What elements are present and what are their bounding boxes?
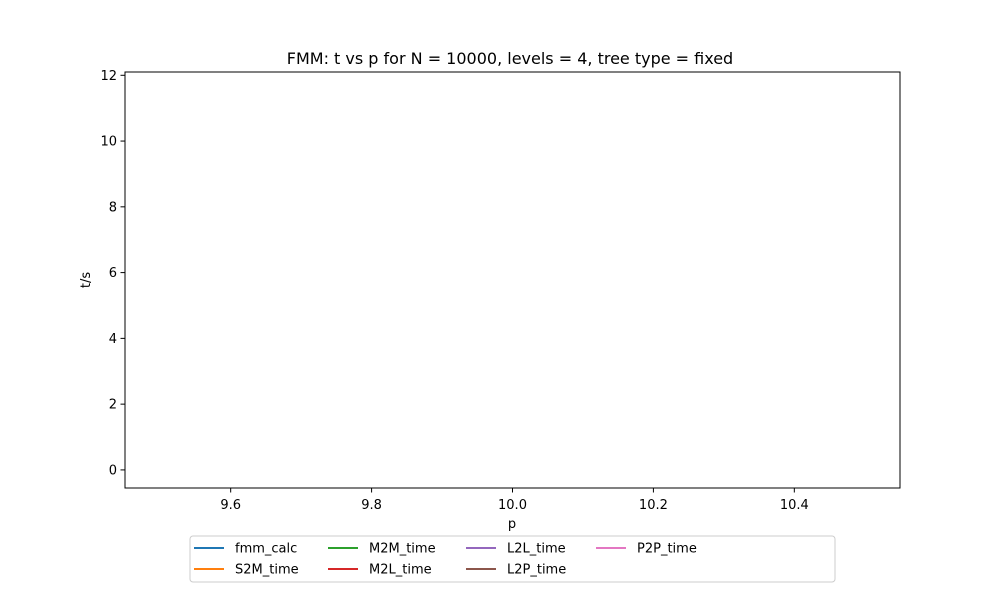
y-axis: 0 2 4 6 8 10 12 <box>100 69 125 478</box>
legend: fmm_calc S2M_time M2M_time M2L_time L2L_time… <box>189 535 836 583</box>
x-tick-label: 10.0 <box>498 498 527 513</box>
y-tick-label: 2 <box>109 398 117 413</box>
x-tick-label: 10.2 <box>639 498 668 513</box>
legend-label: M2M_time <box>369 542 436 557</box>
legend-label: M2L_time <box>369 563 432 578</box>
x-tick-label: 9.8 <box>361 498 382 513</box>
y-tick-label: 0 <box>109 463 117 478</box>
legend-label: fmm_calc <box>235 542 297 557</box>
y-tick-label: 8 <box>109 200 117 215</box>
chart-title: FMM: t vs p for N = 10000, levels = 4, t… <box>287 49 733 68</box>
x-axis-label: p <box>508 517 516 532</box>
legend-label: P2P_time <box>637 542 697 557</box>
y-tick-label: 4 <box>109 332 117 347</box>
y-axis-label: t/s <box>79 272 94 288</box>
plot-area <box>124 71 901 489</box>
x-axis: 9.6 9.8 10.0 10.2 10.4 <box>220 488 809 513</box>
x-tick-label: 9.6 <box>220 498 241 513</box>
y-tick-label: 10 <box>100 135 117 150</box>
x-tick-label: 10.4 <box>780 498 809 513</box>
legend-label: S2M_time <box>235 563 299 578</box>
legend-label: L2P_time <box>507 563 566 578</box>
legend-label: L2L_time <box>507 542 566 557</box>
y-tick-label: 6 <box>109 266 117 281</box>
y-tick-label: 12 <box>100 69 117 84</box>
